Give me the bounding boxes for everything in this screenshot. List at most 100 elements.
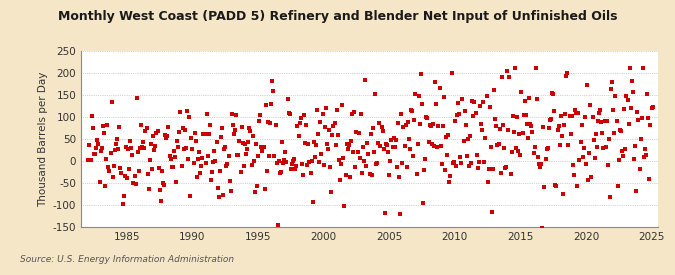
Point <box>548 92 559 97</box>
Point <box>495 171 506 175</box>
Point <box>109 147 120 152</box>
Point <box>413 94 424 98</box>
Point <box>358 145 369 150</box>
Point <box>125 139 136 144</box>
Point <box>487 209 497 214</box>
Point <box>471 153 482 157</box>
Point <box>350 164 360 169</box>
Point <box>100 184 111 188</box>
Point <box>275 171 286 176</box>
Point <box>645 123 656 127</box>
Point <box>410 92 421 96</box>
Point <box>542 146 553 150</box>
Point <box>533 155 543 159</box>
Point <box>159 182 169 187</box>
Point <box>585 103 596 107</box>
Point <box>115 166 126 170</box>
Point <box>317 112 328 116</box>
Point <box>588 138 599 142</box>
Point <box>404 136 414 141</box>
Point <box>550 183 561 187</box>
Point <box>620 147 630 152</box>
Point <box>462 153 472 158</box>
Point <box>277 140 288 145</box>
Point <box>605 87 616 91</box>
Point <box>185 194 196 199</box>
Point <box>296 162 307 166</box>
Point <box>171 139 182 144</box>
Point <box>363 152 374 156</box>
Point <box>126 146 136 150</box>
Point <box>641 153 651 158</box>
Point <box>580 162 591 166</box>
Point <box>128 181 139 185</box>
Point <box>423 140 434 145</box>
Point <box>462 137 473 141</box>
Point <box>300 141 310 145</box>
Point <box>207 169 217 174</box>
Point <box>134 145 145 150</box>
Point <box>376 125 387 129</box>
Point <box>543 126 554 131</box>
Point <box>129 174 140 178</box>
Point <box>421 115 432 119</box>
Point <box>545 117 556 122</box>
Point <box>325 165 335 170</box>
Point <box>176 164 187 168</box>
Point <box>647 105 658 109</box>
Point <box>399 144 410 148</box>
Point <box>264 153 275 158</box>
Point <box>150 144 161 148</box>
Point <box>478 100 489 104</box>
Point <box>221 164 232 168</box>
Point <box>626 79 637 83</box>
Point <box>432 145 443 150</box>
Point <box>97 123 108 128</box>
Point <box>477 128 487 132</box>
Point <box>457 97 468 101</box>
Point <box>633 117 644 122</box>
Point <box>347 112 358 116</box>
Point <box>573 111 584 115</box>
Point <box>370 92 381 97</box>
Point <box>263 119 273 124</box>
Point <box>506 150 517 154</box>
Point <box>281 160 292 164</box>
Point <box>307 200 318 204</box>
Point <box>614 158 624 163</box>
Point <box>387 145 398 149</box>
Point <box>120 145 131 150</box>
Point <box>505 172 516 177</box>
Point <box>227 122 238 127</box>
Point <box>230 128 240 133</box>
Point <box>448 161 458 165</box>
Point <box>559 123 570 127</box>
Point <box>186 136 197 141</box>
Point <box>494 127 505 132</box>
Point <box>200 161 211 165</box>
Point <box>83 142 94 147</box>
Text: Monthly West Coast (PADD 5) Refinery and Blender Net Input of Unfinished Oils: Monthly West Coast (PADD 5) Refinery and… <box>58 10 617 23</box>
Point <box>313 131 323 136</box>
Point <box>458 138 469 143</box>
Point <box>284 112 295 116</box>
Point <box>475 103 485 108</box>
Point <box>337 103 348 108</box>
Point <box>215 169 225 174</box>
Point <box>217 126 227 130</box>
Point <box>540 156 551 161</box>
Point <box>148 134 159 139</box>
Point <box>381 142 392 146</box>
Point <box>164 153 175 158</box>
Point <box>190 139 201 144</box>
Point <box>374 121 385 125</box>
Point <box>400 123 411 127</box>
Point <box>554 123 564 128</box>
Point <box>111 142 122 146</box>
Point <box>178 146 189 151</box>
Point <box>102 123 113 127</box>
Point <box>224 179 235 183</box>
Point <box>148 148 159 152</box>
Point <box>113 147 124 152</box>
Point <box>88 126 99 130</box>
